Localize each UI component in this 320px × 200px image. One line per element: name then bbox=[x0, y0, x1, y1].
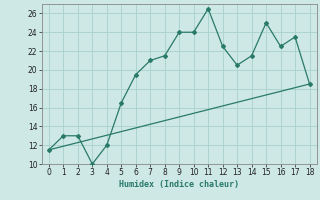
X-axis label: Humidex (Indice chaleur): Humidex (Indice chaleur) bbox=[119, 180, 239, 189]
